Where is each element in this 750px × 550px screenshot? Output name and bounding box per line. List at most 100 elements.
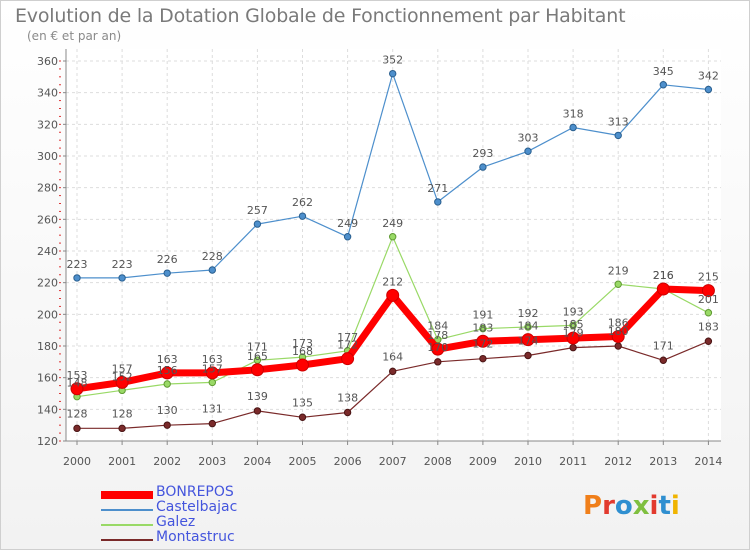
data-label-bonrepos: 183 xyxy=(472,321,493,334)
legend-swatch xyxy=(101,524,153,526)
y-tick-label: 320 xyxy=(37,118,58,131)
data-label-galez: 249 xyxy=(382,217,403,230)
data-point-castelbajac xyxy=(253,220,262,228)
y-tick-label: 280 xyxy=(37,182,58,195)
x-tick-label: 2008 xyxy=(424,455,452,468)
legend-swatch xyxy=(101,509,153,511)
data-point-bonrepos xyxy=(341,352,355,366)
data-point-castelbajac xyxy=(614,131,622,140)
data-label-bonrepos: 185 xyxy=(563,318,584,331)
legend-swatch xyxy=(101,491,153,499)
logo-letter: i xyxy=(670,491,680,521)
data-point-bonrepos xyxy=(566,331,580,345)
data-point-montastruc xyxy=(524,351,532,360)
data-point-galez xyxy=(569,321,577,330)
x-tick-label: 2003 xyxy=(198,455,226,468)
data-label-montastruc: 171 xyxy=(653,339,674,352)
data-point-montastruc xyxy=(614,342,622,350)
data-point-montastruc xyxy=(208,419,217,428)
data-label-galez: 177 xyxy=(337,331,358,344)
data-point-castelbajac xyxy=(524,147,532,155)
data-label-montastruc: 170 xyxy=(427,341,448,354)
data-point-castelbajac xyxy=(163,269,171,277)
chart-subtitle: (en € et par an) xyxy=(27,29,122,43)
data-point-galez xyxy=(524,323,532,331)
data-point-montastruc xyxy=(569,343,577,352)
logo-letter: x xyxy=(632,491,650,521)
data-point-montastruc xyxy=(343,408,352,417)
logo-letter: i xyxy=(649,491,659,521)
legend-label: Castelbajac xyxy=(156,499,238,515)
y-tick-label: 240 xyxy=(37,245,58,258)
x-tick-label: 2000 xyxy=(63,455,91,468)
data-label-bonrepos: 212 xyxy=(382,275,403,288)
data-point-montastruc xyxy=(434,358,442,366)
data-label-galez: 184 xyxy=(427,320,448,333)
x-tick-label: 2007 xyxy=(379,455,407,468)
data-point-galez xyxy=(614,280,622,288)
data-label-castelbajac: 262 xyxy=(292,196,313,209)
data-label-galez: 219 xyxy=(608,264,629,277)
data-label-montastruc: 164 xyxy=(382,350,403,363)
legend-item-bonrepos: BONREPOS xyxy=(101,484,301,502)
data-label-bonrepos: 157 xyxy=(112,362,133,375)
data-label-bonrepos: 163 xyxy=(202,353,223,366)
y-tick-label: 300 xyxy=(37,150,58,163)
legend-label: Galez xyxy=(156,514,196,530)
logo-letter: o xyxy=(614,491,633,521)
y-tick-label: 260 xyxy=(37,213,58,226)
data-point-montastruc xyxy=(659,356,667,364)
data-point-montastruc xyxy=(704,337,713,345)
data-label-montastruc: 128 xyxy=(112,407,133,420)
data-label-montastruc: 138 xyxy=(337,392,358,405)
data-label-galez: 156 xyxy=(157,364,178,377)
logo-letter: t xyxy=(658,491,671,521)
data-point-bonrepos xyxy=(656,282,670,296)
data-label-galez: 157 xyxy=(202,362,223,375)
data-label-castelbajac: 223 xyxy=(112,258,133,271)
x-tick-label: 2009 xyxy=(469,455,497,468)
data-label-montastruc: 174 xyxy=(518,335,539,348)
data-label-castelbajac: 345 xyxy=(653,65,674,78)
data-label-castelbajac: 257 xyxy=(247,204,268,217)
data-point-bonrepos xyxy=(476,334,490,348)
data-label-galez: 201 xyxy=(698,293,719,306)
data-label-bonrepos: 184 xyxy=(518,320,539,333)
data-point-castelbajac xyxy=(569,123,577,132)
data-label-bonrepos: 163 xyxy=(157,353,178,366)
data-label-montastruc: 180 xyxy=(608,325,629,338)
data-point-montastruc xyxy=(163,421,171,429)
data-label-galez: 191 xyxy=(472,309,493,322)
data-label-castelbajac: 249 xyxy=(337,217,358,230)
data-point-galez xyxy=(208,378,217,387)
data-point-castelbajac xyxy=(704,85,713,94)
data-point-bonrepos xyxy=(431,342,445,356)
data-label-galez: 192 xyxy=(518,307,539,320)
y-tick-label: 360 xyxy=(37,55,58,68)
data-point-castelbajac xyxy=(73,274,81,282)
data-point-castelbajac xyxy=(659,81,667,89)
legend-item-montastruc: Montastruc xyxy=(101,529,301,547)
data-label-bonrepos: 216 xyxy=(653,269,674,282)
y-tick-label: 120 xyxy=(37,435,58,448)
data-label-castelbajac: 342 xyxy=(698,70,719,83)
x-tick-label: 2012 xyxy=(604,455,632,468)
data-label-montastruc: 131 xyxy=(202,403,223,416)
data-label-castelbajac: 226 xyxy=(157,253,178,266)
legend-item-galez: Galez xyxy=(101,514,301,532)
data-point-bonrepos xyxy=(296,358,309,372)
logo-letter: r xyxy=(602,491,615,521)
chart-title: Evolution de la Dotation Globale de Fonc… xyxy=(15,5,626,27)
data-point-montastruc xyxy=(118,424,126,433)
y-tick-label: 140 xyxy=(37,403,58,416)
data-label-castelbajac: 293 xyxy=(472,147,493,160)
data-label-castelbajac: 228 xyxy=(202,250,223,263)
data-point-castelbajac xyxy=(479,163,487,171)
data-point-bonrepos xyxy=(386,288,400,302)
data-point-galez xyxy=(704,309,713,317)
x-tick-label: 2010 xyxy=(514,455,542,468)
legend-item-castelbajac: Castelbajac xyxy=(101,499,301,517)
data-label-galez: 148 xyxy=(67,377,88,390)
